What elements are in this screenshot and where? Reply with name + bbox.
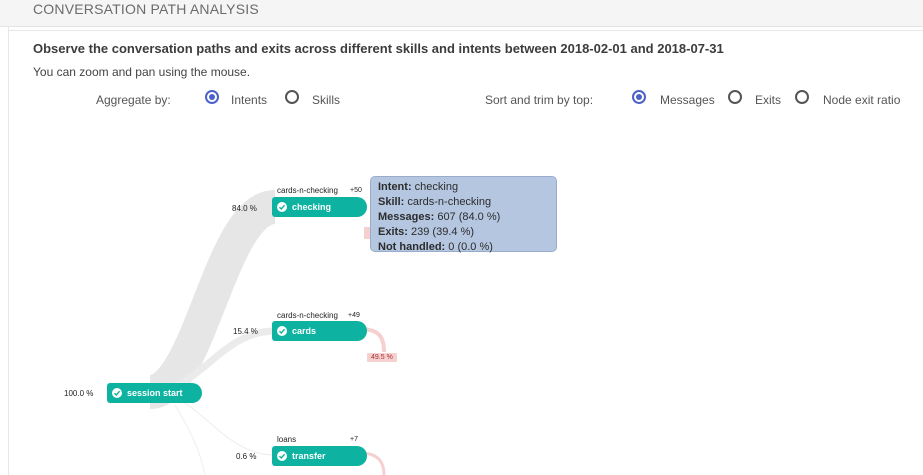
node-cards[interactable]: cards: [272, 321, 367, 341]
check-icon: [277, 202, 287, 212]
check-icon: [112, 388, 122, 398]
analysis-description: Observe the conversation paths and exits…: [33, 41, 724, 56]
divider: [8, 30, 923, 31]
sort-messages-radio[interactable]: [632, 90, 646, 104]
node-label: cards: [292, 326, 317, 336]
node-session-start[interactable]: session start: [107, 383, 202, 403]
node-checking[interactable]: checking: [272, 197, 367, 217]
node-count: +7: [350, 436, 358, 443]
node-transfer[interactable]: transfer: [272, 446, 367, 466]
sort-node-exit-ratio-label[interactable]: Node exit ratio: [823, 93, 901, 107]
aggregate-label: Aggregate by:: [96, 93, 171, 107]
exit-link-checking: [364, 227, 370, 239]
node-label: checking: [292, 202, 332, 212]
node-percent: 84.0 %: [232, 204, 257, 213]
sort-exits-radio[interactable]: [728, 90, 742, 104]
node-skill-label: cards-n-checking: [277, 186, 338, 195]
tooltip-messages: Messages: 607 (84.0 %): [378, 211, 501, 223]
sort-exits-label[interactable]: Exits: [755, 93, 782, 107]
tooltip-intent: Intent: checking: [378, 181, 459, 193]
zoom-hint: You can zoom and pan using the mouse.: [33, 65, 251, 79]
tooltip-not-handled: Not handled: 0 (0.0 %): [378, 241, 493, 253]
aggregate-skills-label[interactable]: Skills: [312, 93, 341, 107]
aggregate-skills-radio[interactable]: [285, 90, 299, 104]
sort-label: Sort and trim by top:: [485, 93, 594, 107]
node-skill-label: cards-n-checking: [277, 311, 338, 320]
exit-percent-badge: 49.5 %: [367, 353, 397, 362]
aggregate-intents-label[interactable]: Intents: [231, 93, 268, 107]
tooltip-skill: Skill: cards-n-checking: [378, 196, 492, 208]
node-percent: 15.4 %: [233, 327, 258, 336]
check-icon: [277, 451, 287, 461]
node-label: transfer: [292, 451, 326, 461]
sort-node-exit-ratio-radio[interactable]: [795, 90, 809, 104]
tooltip-exits: Exits: 239 (39.4 %): [378, 226, 475, 238]
aggregate-intents-radio[interactable]: [205, 90, 219, 104]
node-tooltip: Intent: checking Skill: cards-n-checking…: [370, 176, 557, 253]
page-title: CONVERSATION PATH ANALYSIS: [33, 1, 259, 17]
node-count: +49: [348, 312, 360, 319]
panel-border: [8, 26, 9, 475]
node-percent: 0.6 %: [236, 452, 257, 461]
link-other: [174, 404, 206, 475]
page-header: CONVERSATION PATH ANALYSIS: [0, 0, 923, 27]
sort-messages-label[interactable]: Messages: [660, 93, 715, 107]
node-label: session start: [127, 388, 183, 398]
root-percent: 100.0 %: [64, 389, 94, 398]
check-icon: [277, 326, 287, 336]
node-skill-label: loans: [277, 435, 297, 444]
node-count: +50: [350, 187, 362, 194]
